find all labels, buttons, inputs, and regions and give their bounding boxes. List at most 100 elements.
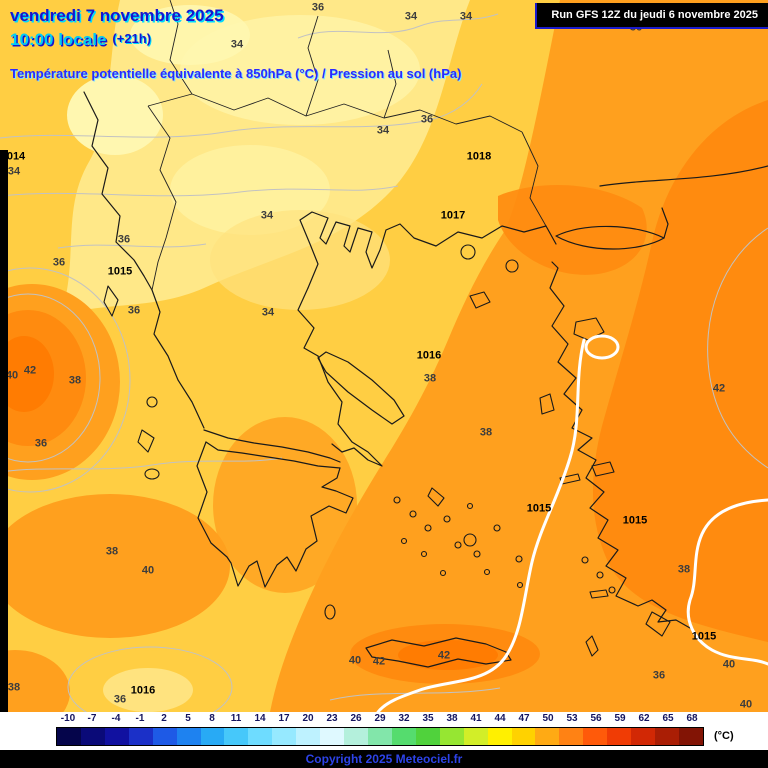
temp-label: 42 bbox=[437, 649, 451, 662]
pressure-label: 1015 bbox=[107, 265, 133, 278]
temp-label: 38 bbox=[479, 426, 493, 439]
pressure-isobars bbox=[376, 334, 768, 712]
temp-label: 40 bbox=[141, 564, 155, 577]
temp-label: 34 bbox=[404, 10, 418, 23]
temp-label: 36 bbox=[34, 437, 48, 450]
scale-tick: 62 bbox=[638, 713, 650, 724]
scale-cell bbox=[128, 728, 153, 745]
temp-label: 34 bbox=[230, 38, 244, 51]
temp-label: 38 bbox=[68, 374, 82, 387]
scale-tick: 5 bbox=[185, 713, 191, 724]
scale-ticks: -10 -7 -4 -1 2 5 8 11 14 17 20 23 26 29 32 35 38 41 44 47 50… bbox=[56, 713, 704, 725]
forecast-date: vendredi 7 novembre 2025 bbox=[10, 6, 224, 25]
scale-tick: 23 bbox=[326, 713, 338, 724]
pressure-label: 1016 bbox=[416, 349, 442, 362]
pressure-label: 1017 bbox=[440, 209, 466, 222]
temp-label: 38 bbox=[7, 681, 21, 694]
temp-label: 36 bbox=[420, 113, 434, 126]
scale-tick: 17 bbox=[278, 713, 290, 724]
scale-cell bbox=[631, 728, 656, 745]
scale-tick: 11 bbox=[230, 713, 242, 724]
temp-label: 40 bbox=[5, 369, 19, 382]
scale-cell bbox=[391, 728, 416, 745]
map-canvas: 36 34 34 36 34 36 34 34 34 36 36 36 34 42 40 38 38 42 36 38… bbox=[0, 0, 768, 712]
forecast-time-text: 10:00 locale bbox=[10, 30, 107, 49]
temp-label: 38 bbox=[423, 372, 437, 385]
temp-label: 36 bbox=[127, 304, 141, 317]
scale-cell bbox=[104, 728, 129, 745]
scale-cell bbox=[559, 728, 584, 745]
scale-tick: 41 bbox=[470, 713, 482, 724]
weather-map-graphic bbox=[0, 0, 768, 712]
temp-label: 40 bbox=[722, 658, 736, 671]
scale-cell bbox=[224, 728, 249, 745]
scale-unit-label: (°C) bbox=[714, 730, 734, 742]
color-scale: -10 -7 -4 -1 2 5 8 11 14 17 20 23 26 29 32 35 38 41 44 47 50… bbox=[0, 712, 768, 750]
scale-tick: 44 bbox=[494, 713, 506, 724]
scale-tick: 20 bbox=[302, 713, 314, 724]
temp-label: 38 bbox=[677, 563, 691, 576]
pressure-label: 1015 bbox=[526, 502, 552, 515]
temp-label: 40 bbox=[739, 698, 753, 711]
scale-cell bbox=[320, 728, 345, 745]
scale-cell bbox=[200, 728, 225, 745]
scale-bar bbox=[56, 727, 704, 746]
temp-label: 36 bbox=[113, 693, 127, 706]
scale-tick: 50 bbox=[542, 713, 554, 724]
scale-tick: 35 bbox=[422, 713, 434, 724]
scale-cell bbox=[535, 728, 560, 745]
forecast-offset: (+21h) bbox=[112, 31, 152, 46]
scale-cell bbox=[80, 728, 105, 745]
scale-cell bbox=[678, 728, 703, 745]
temp-label: 36 bbox=[117, 233, 131, 246]
temp-label: 36 bbox=[652, 669, 666, 682]
scale-tick: 56 bbox=[590, 713, 602, 724]
scale-cell bbox=[296, 728, 321, 745]
temp-label: 42 bbox=[712, 382, 726, 395]
scale-tick: -10 bbox=[60, 713, 76, 724]
isotherm-contours bbox=[0, 13, 768, 712]
scale-cell bbox=[57, 728, 81, 745]
scale-tick: 26 bbox=[350, 713, 362, 724]
temp-label: 38 bbox=[105, 545, 119, 558]
scale-tick: -1 bbox=[135, 713, 145, 724]
scale-tick: -7 bbox=[87, 713, 97, 724]
scale-tick: 47 bbox=[518, 713, 530, 724]
coastlines bbox=[83, 91, 768, 668]
islands bbox=[103, 244, 671, 657]
temp-label: 36 bbox=[52, 256, 66, 269]
temp-label: 34 bbox=[459, 10, 473, 23]
scale-tick: 59 bbox=[614, 713, 626, 724]
scale-cell bbox=[439, 728, 464, 745]
scale-cell bbox=[487, 728, 512, 745]
pressure-label: 1015 bbox=[691, 630, 717, 643]
scale-cell bbox=[655, 728, 679, 745]
scale-cell bbox=[607, 728, 632, 745]
map-label-layer: 36 34 34 36 34 36 34 34 34 36 36 36 34 42 40 38 38 42 36 38… bbox=[5, 1, 753, 711]
forecast-time: 10:00 locale (+21h) bbox=[10, 30, 151, 50]
scale-tick: 53 bbox=[566, 713, 578, 724]
scale-cell bbox=[272, 728, 297, 745]
model-run-info: Run GFS 12Z du jeudi 6 novembre 2025 bbox=[535, 3, 768, 29]
scale-tick: 29 bbox=[374, 713, 386, 724]
scale-cell bbox=[511, 728, 536, 745]
scale-tick: 14 bbox=[254, 713, 266, 724]
temp-label: 34 bbox=[7, 165, 21, 178]
map-left-margin bbox=[0, 150, 8, 712]
scale-tick: 68 bbox=[686, 713, 698, 724]
scale-cell bbox=[344, 728, 368, 745]
scale-tick: 2 bbox=[161, 713, 167, 724]
temp-label: 34 bbox=[376, 124, 390, 137]
temp-label: 36 bbox=[311, 1, 325, 14]
map-parameter-title: Température potentielle équivalente à 85… bbox=[10, 66, 462, 81]
temp-label: 42 bbox=[372, 655, 386, 668]
scale-tick: 65 bbox=[662, 713, 674, 724]
pressure-label: 1018 bbox=[466, 150, 492, 163]
scale-tick: 8 bbox=[209, 713, 215, 724]
copyright-bar: Copyright 2025 Meteociel.fr bbox=[0, 750, 768, 768]
temp-label: 34 bbox=[261, 306, 275, 319]
scale-tick: 32 bbox=[398, 713, 410, 724]
pressure-label: 014 bbox=[6, 150, 26, 163]
scale-tick: 38 bbox=[446, 713, 458, 724]
